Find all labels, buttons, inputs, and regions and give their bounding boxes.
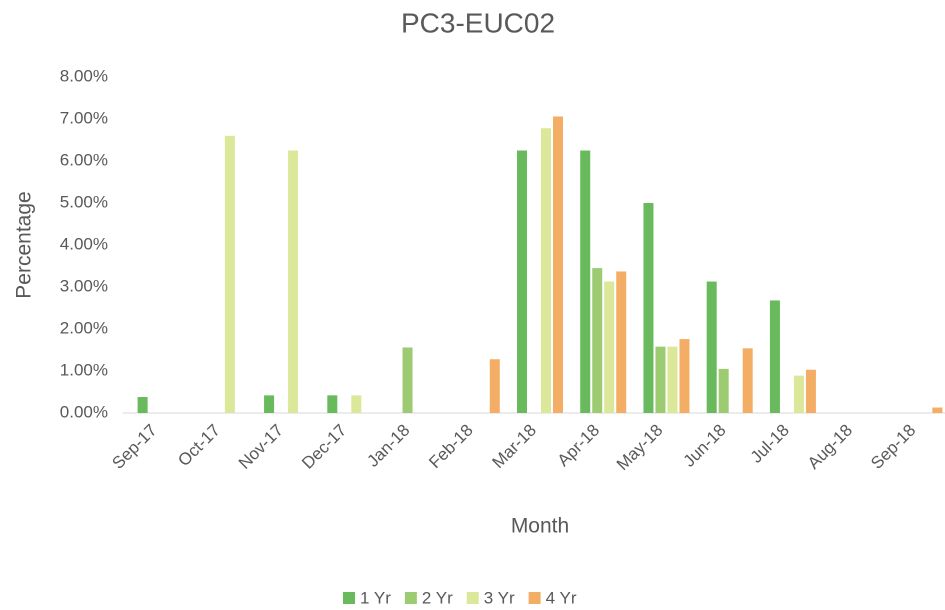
bar — [793, 375, 804, 413]
bar — [288, 150, 299, 413]
bar — [224, 135, 235, 414]
bar — [679, 339, 690, 413]
bar — [718, 368, 729, 413]
x-tick-label: Mar-18 — [488, 421, 540, 473]
bar — [351, 395, 362, 413]
bar — [742, 348, 753, 413]
legend-swatch — [528, 592, 541, 604]
bar — [580, 150, 591, 413]
x-tick-label: Oct-17 — [174, 421, 224, 471]
bar — [592, 268, 603, 413]
x-tick-label: Feb-18 — [425, 421, 477, 473]
x-tick-label: Jul-18 — [747, 421, 793, 467]
bar — [264, 395, 275, 413]
chart-title: PC3-EUC02 — [401, 7, 555, 38]
y-tick-label: 0.00% — [60, 402, 108, 421]
bar — [137, 397, 148, 413]
bar — [604, 281, 615, 413]
legend-swatch — [466, 592, 479, 604]
y-tick-label: 8.00% — [60, 66, 108, 85]
bar — [541, 128, 551, 414]
bar — [706, 281, 717, 413]
legend-label: 4 Yr — [546, 588, 577, 607]
legend-swatch — [404, 592, 417, 604]
legend-label: 2 Yr — [422, 588, 453, 607]
bar — [489, 359, 500, 413]
bar — [643, 203, 654, 413]
x-tick-label: Apr-18 — [554, 421, 604, 471]
bar — [667, 346, 678, 413]
bar — [517, 150, 527, 413]
y-tick-label: 7.00% — [60, 108, 108, 127]
bar — [402, 347, 413, 413]
x-tick-label: Aug-18 — [804, 421, 856, 473]
y-tick-label: 3.00% — [60, 276, 108, 295]
x-axis-title: Month — [511, 515, 569, 538]
y-tick-label: 4.00% — [60, 234, 108, 253]
x-tick-label: Sep-17 — [108, 421, 160, 473]
legend-swatch — [343, 592, 355, 604]
x-tick-label: May-18 — [613, 421, 667, 475]
y-tick-label: 2.00% — [60, 318, 108, 337]
bar — [769, 300, 780, 413]
bar — [805, 369, 816, 413]
x-tick-label: Nov-17 — [235, 421, 287, 473]
x-tick-label: Jun-18 — [679, 421, 729, 471]
legend-label: 1 Yr — [360, 588, 391, 607]
bar — [616, 271, 627, 413]
y-tick-label: 1.00% — [60, 360, 108, 379]
bar — [932, 407, 943, 413]
x-tick-label: Dec-17 — [298, 421, 350, 473]
bar — [553, 116, 563, 413]
bar — [655, 346, 666, 413]
bar — [327, 395, 338, 413]
x-tick-label: Jan-18 — [363, 421, 413, 471]
legend-label: 3 Yr — [484, 588, 515, 607]
y-axis-title: Percentage — [13, 191, 36, 298]
y-tick-label: 5.00% — [60, 192, 108, 211]
x-tick-label: Sep-18 — [867, 421, 919, 473]
y-tick-label: 6.00% — [60, 150, 108, 169]
